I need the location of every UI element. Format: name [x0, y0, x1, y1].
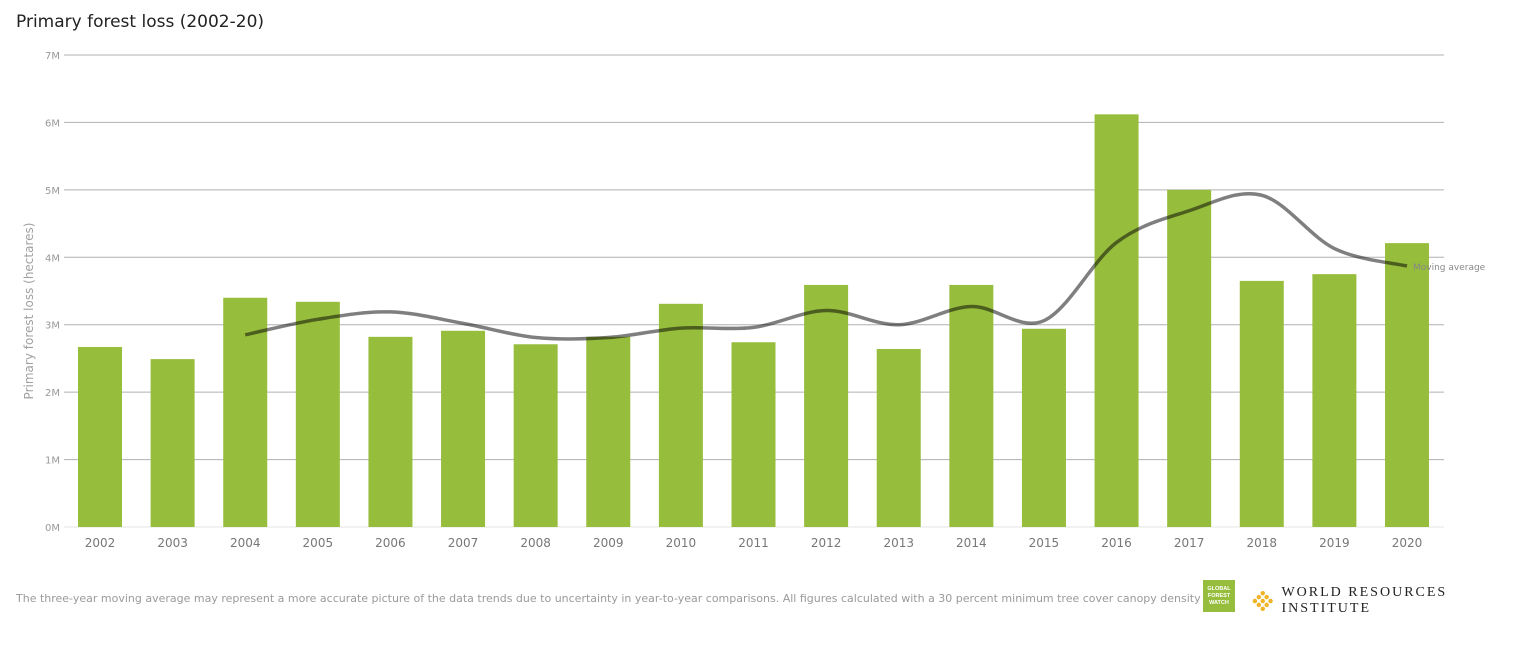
- x-tick-label: 2008: [520, 536, 551, 550]
- bar: [513, 344, 558, 527]
- moving-average-line: [244, 192, 1408, 341]
- bar: [1167, 189, 1212, 527]
- bar: [658, 303, 703, 527]
- bar: [804, 284, 849, 527]
- chart-title: Primary forest loss (2002-20): [16, 12, 265, 32]
- y-tick-label: 1M: [45, 456, 60, 467]
- bar: [1021, 328, 1066, 527]
- bar: [731, 342, 776, 527]
- bar: [1094, 114, 1139, 527]
- y-tick-label: 0M: [45, 523, 60, 534]
- bar: [368, 336, 413, 527]
- bar: [150, 359, 195, 527]
- gfw-logo: GLOBAL FOREST WATCH: [1203, 580, 1235, 612]
- x-tick-label: 2005: [303, 536, 334, 550]
- x-tick-label: 2011: [738, 536, 769, 550]
- gfw-logo-line: GLOBAL: [1207, 585, 1231, 592]
- bar: [295, 301, 340, 527]
- y-tick-label: 6M: [45, 118, 60, 129]
- y-tick-label: 2M: [45, 388, 60, 399]
- x-tick-label: 2004: [230, 536, 261, 550]
- footnote: The three-year moving average may repres…: [16, 592, 1201, 605]
- x-tick-label: 2019: [1319, 536, 1350, 550]
- bar-chart: 0M 1M 2M 3M 4M 5M 6M 7M Primary forest loss (hec…: [22, 51, 1486, 550]
- wri-logo: WORLD RESOURCES INSTITUTE: [1252, 585, 1536, 617]
- wri-emblem-icon: [1252, 590, 1273, 612]
- x-tick-label: 2017: [1174, 536, 1205, 550]
- bar: [1239, 280, 1284, 527]
- x-tick-label: 2013: [883, 536, 914, 550]
- gfw-logo-line: FOREST: [1207, 592, 1231, 599]
- x-tick-label: 2018: [1247, 536, 1278, 550]
- x-tick-label: 2012: [811, 536, 842, 550]
- y-tick-label: 4M: [45, 253, 60, 264]
- bar: [949, 284, 994, 527]
- x-tick-label: 2009: [593, 536, 624, 550]
- moving-average-label: Moving average: [1413, 263, 1486, 273]
- y-axis-label: Primary forest loss (hectares): [22, 223, 36, 400]
- wri-logo-text: WORLD RESOURCES INSTITUTE: [1281, 585, 1448, 616]
- gfw-logo-line: WATCH: [1209, 599, 1229, 606]
- x-tick-label: 2020: [1392, 536, 1423, 550]
- x-tick-label: 2003: [157, 536, 188, 550]
- x-tick-label: 2015: [1029, 536, 1060, 550]
- bar: [586, 336, 631, 527]
- x-tick-label: 2016: [1101, 536, 1132, 550]
- x-tick-label: 2010: [666, 536, 697, 550]
- x-tick-label: 2007: [448, 536, 479, 550]
- bar: [441, 330, 486, 527]
- bar: [78, 346, 122, 527]
- bar: [876, 348, 921, 527]
- y-tick-label: 7M: [45, 51, 60, 62]
- x-tick-label: 2002: [85, 536, 116, 550]
- y-tick-label: 3M: [45, 321, 60, 332]
- y-tick-label: 5M: [45, 186, 60, 197]
- bar: [1312, 274, 1357, 527]
- bar: [1385, 243, 1429, 527]
- x-tick-label: 2006: [375, 536, 406, 550]
- bar: [223, 297, 268, 527]
- x-tick-label: 2014: [956, 536, 987, 550]
